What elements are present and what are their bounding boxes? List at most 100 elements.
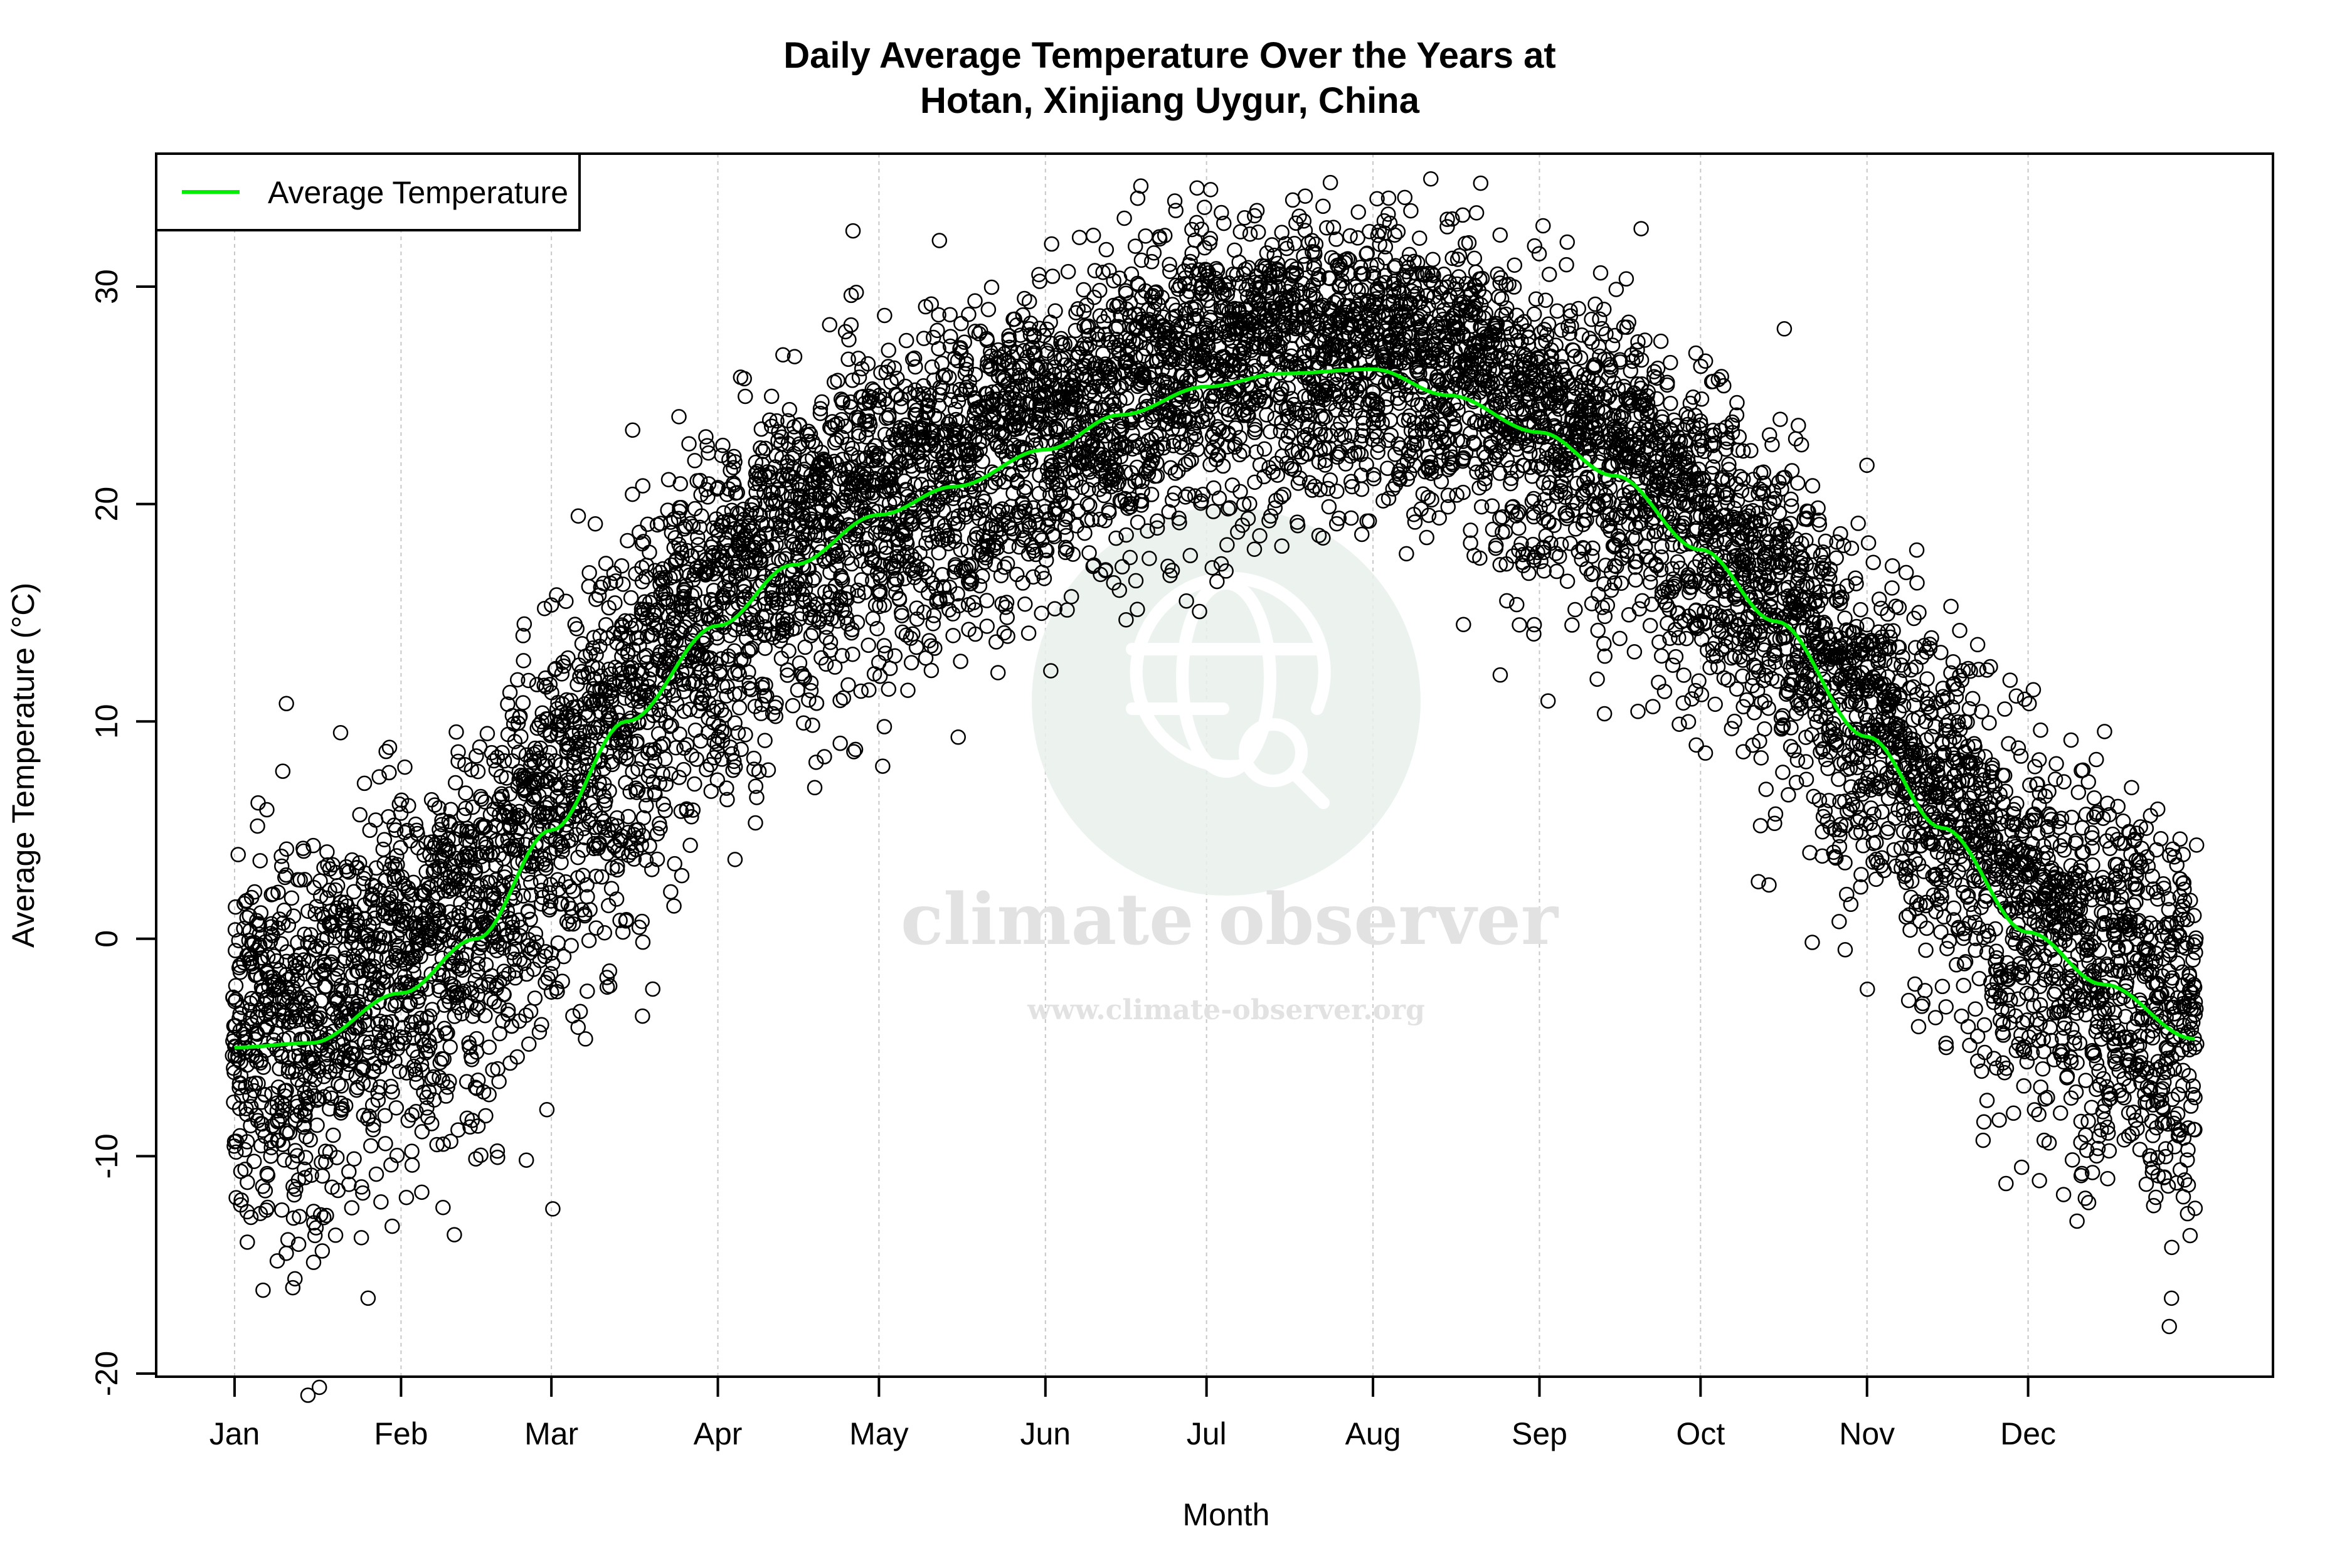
data-point — [371, 769, 387, 785]
data-point — [570, 508, 586, 524]
data-point — [324, 1090, 339, 1106]
data-point — [518, 1007, 534, 1024]
data-point — [1197, 199, 1212, 215]
data-point — [381, 739, 398, 755]
data-point — [645, 981, 660, 997]
data-point — [512, 951, 528, 968]
data-point — [307, 1227, 323, 1244]
data-point — [381, 765, 397, 781]
data-point — [422, 1038, 438, 1054]
data-point — [1315, 198, 1331, 215]
data-point — [943, 329, 958, 344]
data-point — [423, 966, 439, 982]
data-point — [445, 881, 462, 897]
data-point — [763, 388, 780, 405]
data-point — [364, 892, 381, 908]
data-point — [669, 696, 685, 712]
data-point — [1202, 457, 1218, 473]
data-point — [509, 672, 526, 688]
data-point — [269, 1253, 285, 1269]
data-point — [996, 625, 1012, 641]
data-point — [336, 983, 351, 999]
data-point — [341, 1050, 357, 1066]
data-point — [478, 1108, 494, 1124]
data-point — [587, 516, 603, 532]
data-point — [373, 1194, 389, 1210]
data-point — [1143, 487, 1160, 502]
data-point — [923, 638, 939, 654]
data-point — [676, 740, 692, 756]
data-point — [877, 307, 893, 324]
data-point — [578, 1031, 593, 1047]
data-point — [438, 1088, 454, 1104]
data-point — [405, 958, 421, 973]
data-point — [300, 1089, 316, 1105]
data-point — [967, 293, 983, 309]
data-point — [259, 1165, 275, 1182]
data-point — [481, 1087, 497, 1103]
data-point — [318, 978, 334, 994]
data-point — [297, 1107, 312, 1123]
watermark-url: www.climate-observer.org — [1027, 994, 1425, 1026]
data-point — [1320, 480, 1336, 497]
data-point — [450, 744, 466, 760]
data-point — [432, 1069, 447, 1085]
data-point — [404, 1022, 420, 1038]
data-point — [365, 1121, 381, 1138]
data-point — [506, 879, 521, 895]
data-point — [326, 1127, 341, 1143]
data-point — [367, 903, 383, 919]
data-point — [490, 1061, 506, 1077]
data-point — [379, 973, 395, 990]
data-point — [474, 791, 489, 807]
data-point — [381, 1031, 397, 1047]
data-point — [500, 1002, 516, 1018]
data-point — [843, 287, 859, 304]
data-point — [796, 715, 812, 731]
data-point — [253, 905, 269, 921]
data-point — [346, 1151, 362, 1167]
data-point — [435, 1200, 451, 1216]
data-point — [300, 1387, 316, 1403]
data-point — [979, 593, 995, 608]
data-point — [377, 1108, 393, 1124]
data-point — [452, 882, 467, 898]
data-point — [280, 1060, 297, 1076]
data-point — [462, 1119, 478, 1135]
data-point — [352, 807, 368, 823]
data-point — [523, 874, 539, 891]
data-point — [305, 1254, 322, 1270]
data-point — [280, 1123, 295, 1139]
data-point — [338, 894, 354, 911]
data-point — [674, 867, 690, 884]
data-point — [375, 970, 391, 986]
data-point — [389, 1041, 405, 1057]
data-point — [506, 951, 522, 967]
data-point — [458, 800, 474, 817]
data-point — [527, 990, 543, 1006]
data-point — [464, 829, 480, 845]
data-point — [1236, 443, 1251, 459]
data-point — [250, 818, 265, 834]
data-point — [344, 1200, 360, 1216]
data-point — [298, 1150, 314, 1165]
data-point — [923, 662, 940, 679]
data-point — [239, 1134, 255, 1150]
data-point — [565, 883, 581, 899]
data-point — [1143, 253, 1160, 270]
data-point — [509, 1049, 525, 1065]
data-point — [671, 770, 687, 785]
data-point — [285, 1279, 301, 1296]
data-point — [230, 847, 246, 862]
data-point — [421, 880, 437, 896]
data-point — [1146, 245, 1162, 261]
data-point — [613, 558, 630, 574]
data-point — [1020, 625, 1037, 641]
data-point — [950, 729, 966, 745]
data-point — [1133, 178, 1149, 194]
data-point — [805, 718, 820, 733]
data-point — [225, 989, 241, 1005]
data-point — [635, 478, 651, 494]
data-point — [246, 1153, 262, 1169]
